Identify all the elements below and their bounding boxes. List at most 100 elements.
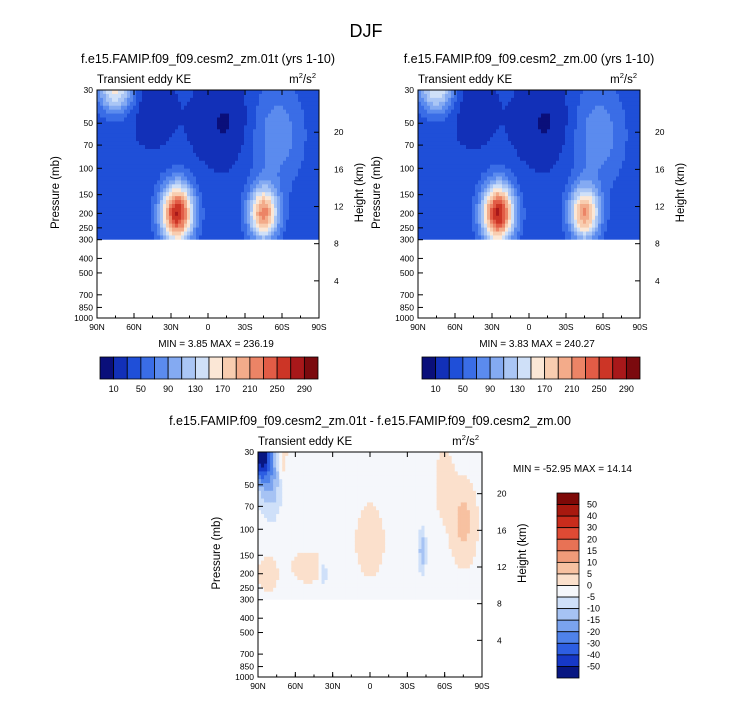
contour-cell xyxy=(430,188,434,193)
contour-cell xyxy=(145,200,149,205)
contour-cell xyxy=(307,231,311,237)
contour-cell xyxy=(559,223,563,229)
contour-cell xyxy=(424,152,428,158)
contour-cell xyxy=(298,117,302,123)
contour-cell xyxy=(115,188,119,193)
contour-cell xyxy=(565,105,569,111)
contour-cell xyxy=(253,125,257,130)
contour-cell xyxy=(97,137,101,142)
contour-cell xyxy=(433,156,437,162)
contour-cell xyxy=(439,160,443,166)
contour-cell xyxy=(526,235,530,240)
contour-cell xyxy=(475,235,479,240)
contour-cell xyxy=(460,137,464,142)
contour-cell xyxy=(556,97,560,103)
contour-cell xyxy=(259,105,263,111)
contour-cell xyxy=(154,219,158,225)
contour-cell xyxy=(499,145,503,150)
contour-cell xyxy=(493,164,497,170)
contour-cell xyxy=(529,160,533,166)
contour-cell xyxy=(154,211,158,217)
contour-cell xyxy=(202,97,206,103)
contour-cell xyxy=(574,137,578,142)
contour-cell xyxy=(157,137,161,142)
contour-cell xyxy=(190,235,194,240)
contour-cell xyxy=(556,211,560,217)
contour-cell xyxy=(187,97,191,103)
contour-cell xyxy=(517,141,521,146)
contour-cell xyxy=(424,109,428,115)
contour-cell xyxy=(118,164,122,170)
contour-cell xyxy=(571,137,575,142)
contour-cell xyxy=(538,113,542,119)
contour-cell xyxy=(496,211,500,217)
contour-cell xyxy=(214,101,218,107)
contour-cell xyxy=(196,207,200,213)
contour-cell xyxy=(169,192,173,197)
contour-cell xyxy=(316,137,319,142)
contour-cell xyxy=(214,121,218,126)
contour-cell xyxy=(283,160,287,166)
contour-cell xyxy=(475,133,479,138)
contour-cell xyxy=(310,164,314,170)
contour-cell xyxy=(451,204,455,209)
contour-cell xyxy=(448,156,452,162)
contour-cell xyxy=(295,141,299,146)
contour-cell xyxy=(559,113,563,119)
contour-cell xyxy=(151,172,155,178)
contour-cell xyxy=(181,200,185,205)
contour-cell xyxy=(313,180,317,185)
contour-cell xyxy=(100,180,104,185)
contour-cell xyxy=(511,125,515,130)
contour-cell xyxy=(520,129,524,134)
contour-cell xyxy=(544,184,548,189)
contour-cell xyxy=(481,168,485,174)
contour-cell xyxy=(448,192,452,197)
contour-cell xyxy=(106,97,110,103)
contour-cell xyxy=(271,215,275,221)
contour-cell xyxy=(100,152,104,158)
contour-cell xyxy=(433,172,437,178)
contour-cell xyxy=(535,184,539,189)
contour-cell xyxy=(130,160,134,166)
contour-cell xyxy=(418,196,422,201)
contour-cell xyxy=(265,121,269,126)
contour-cell xyxy=(313,196,317,201)
contour-cell xyxy=(526,113,530,119)
contour-cell xyxy=(178,172,182,178)
contour-cell xyxy=(145,215,149,221)
contour-cell xyxy=(466,156,470,162)
contour-cell xyxy=(223,219,227,225)
contour-cell xyxy=(280,227,284,233)
colorbar-swatch xyxy=(113,356,128,380)
contour-cell xyxy=(238,223,242,229)
contour-cell xyxy=(556,129,560,134)
contour-cell xyxy=(97,207,101,213)
contour-cell xyxy=(262,97,266,103)
contour-cell xyxy=(229,148,233,154)
contour-cell xyxy=(217,93,221,99)
contour-cell xyxy=(493,90,497,95)
contour-cell xyxy=(184,145,188,150)
contour-cell xyxy=(103,133,107,138)
contour-cell xyxy=(220,188,224,193)
contour-cell xyxy=(295,137,299,142)
contour-cell xyxy=(163,93,167,99)
contour-cell xyxy=(103,148,107,154)
contour-cell xyxy=(505,117,509,123)
contour-cell xyxy=(157,211,161,217)
contour-cell xyxy=(160,172,164,178)
contour-cell xyxy=(517,235,521,240)
contour-cell xyxy=(241,152,245,158)
contour-cell xyxy=(541,188,545,193)
contour-cell xyxy=(157,192,161,197)
contour-cell xyxy=(577,156,581,162)
contour-cell xyxy=(205,117,209,123)
contour-cell xyxy=(181,125,185,130)
contour-cell xyxy=(223,223,227,229)
contour-cell xyxy=(292,117,296,123)
contour-cell xyxy=(547,215,551,221)
contour-cell xyxy=(109,207,113,213)
contour-cell xyxy=(481,145,485,150)
contour-cell xyxy=(532,200,536,205)
